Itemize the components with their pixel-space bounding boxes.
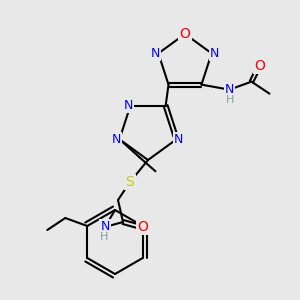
Text: S: S <box>126 175 134 189</box>
Text: N: N <box>151 47 160 60</box>
Text: N: N <box>225 83 234 96</box>
Text: N: N <box>210 47 219 60</box>
Text: H: H <box>100 232 108 242</box>
Text: N: N <box>124 99 133 112</box>
Text: O: O <box>138 220 148 234</box>
Text: O: O <box>254 59 265 73</box>
Text: O: O <box>180 27 190 41</box>
Text: N: N <box>174 133 183 146</box>
Text: N: N <box>100 220 110 233</box>
Text: H: H <box>226 95 235 105</box>
Text: N: N <box>112 133 121 146</box>
